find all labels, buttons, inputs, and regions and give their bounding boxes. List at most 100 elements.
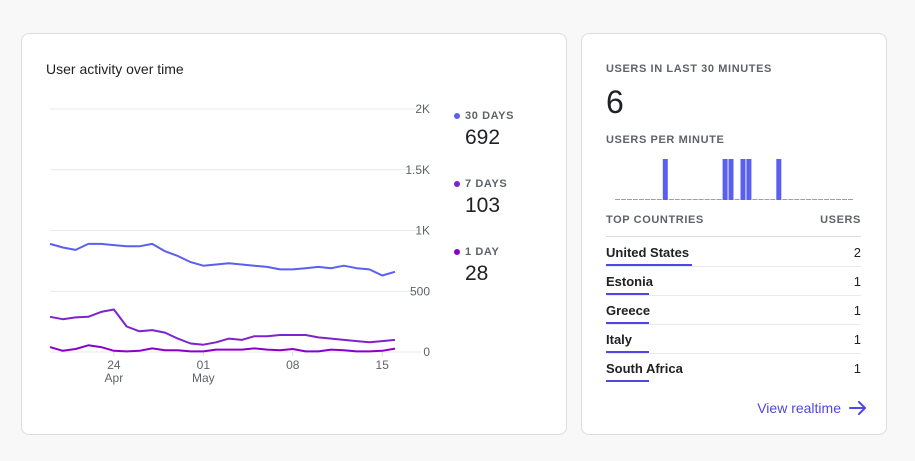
legend-1-day-dot (454, 249, 460, 255)
country-name: Greece (606, 303, 651, 318)
country-row: United States 2 (606, 237, 861, 267)
per-minute-bar-empty (842, 199, 847, 200)
x-tick-month-label: May (192, 371, 215, 385)
per-minute-bar-empty (644, 199, 650, 200)
country-name: Italy (606, 332, 633, 347)
per-minute-bar-empty (615, 199, 620, 200)
legend-7-days-label: 7 DAYS (465, 178, 508, 190)
country-share-bar (606, 322, 649, 324)
view-realtime-label: View realtime (757, 400, 841, 416)
series-line-1-day (49, 344, 396, 353)
per-minute-bar-empty (830, 199, 836, 200)
legend-7-days-dot (454, 181, 460, 187)
per-minute-bar-empty (824, 199, 830, 200)
legend-30-days-dot (454, 113, 460, 119)
row-divider (606, 353, 861, 354)
view-realtime-link[interactable]: View realtime (757, 400, 867, 416)
x-tick-label: 01 (197, 358, 211, 372)
country-name: United States (606, 245, 690, 260)
per-minute-bar (662, 159, 668, 200)
row-divider (606, 266, 861, 267)
per-minute-bar-empty (848, 199, 853, 200)
legend-1-day: 1 DAY 28 (454, 246, 499, 286)
per-minute-bar-empty (668, 199, 674, 200)
country-share-bar (606, 293, 649, 295)
legend-1-day-value: 28 (465, 262, 489, 285)
per-minute-bar-empty (800, 199, 806, 200)
per-minute-bar-empty (806, 199, 812, 200)
per-minute-bar-empty (674, 199, 680, 200)
per-minute-bar-empty (627, 199, 632, 200)
row-divider (606, 324, 861, 325)
y-tick-label: 2K (415, 102, 430, 116)
per-minute-bar-empty (764, 199, 770, 200)
users-column-label: USERS (820, 214, 861, 226)
per-minute-bar-empty (698, 199, 704, 200)
per-minute-bar (776, 159, 782, 200)
country-row: Greece 1 (606, 295, 861, 325)
activity-card-title: User activity over time (46, 61, 184, 77)
per-minute-bar-empty (758, 199, 764, 200)
per-minute-bar-empty (836, 199, 842, 200)
country-row: Italy 1 (606, 324, 861, 354)
per-minute-bar-empty (794, 199, 800, 200)
per-minute-bar-empty (818, 199, 824, 200)
per-minute-bar-empty (638, 199, 644, 200)
country-users: 1 (853, 274, 861, 289)
per-minute-bar (740, 159, 746, 200)
country-row: Estonia 1 (606, 266, 861, 296)
country-users: 2 (853, 245, 861, 260)
legend-30-days-label: 30 DAYS (465, 110, 515, 122)
per-minute-bar-empty (632, 199, 638, 200)
user-activity-card: User activity over time 2K 1.5K 1K 500 0 24 Ap… (21, 33, 567, 435)
row-divider (606, 295, 861, 296)
legend-30-days-value: 692 (465, 126, 501, 149)
per-minute-bar-empty (782, 199, 788, 200)
header-divider (606, 236, 861, 237)
per-minute-bar (722, 159, 728, 200)
x-tick-label: 15 (376, 358, 390, 372)
series-line-7-days (49, 308, 396, 346)
per-minute-bar-empty (621, 199, 626, 200)
per-minute-bar-empty (710, 199, 716, 200)
per-minute-bar (746, 159, 752, 200)
legend-7-days: 7 DAYS 103 (454, 178, 507, 218)
per-minute-bar (728, 159, 734, 200)
legend-7-days-value: 103 (465, 194, 501, 217)
y-tick-label: 0 (423, 345, 430, 359)
per-minute-bar-empty (686, 199, 692, 200)
country-name: South Africa (606, 361, 683, 376)
x-tick-month-label: Apr (105, 371, 124, 385)
country-share-bar (606, 380, 649, 382)
series-line-30-days (49, 242, 396, 277)
country-row: South Africa 1 (606, 353, 861, 382)
legend-1-day-label: 1 DAY (465, 246, 500, 258)
per-minute-bar-empty (716, 199, 722, 200)
users-per-minute-chart (615, 159, 853, 200)
country-users: 1 (853, 303, 861, 318)
per-minute-bar-empty (752, 199, 758, 200)
x-tick-label: 08 (286, 358, 300, 372)
per-minute-bar-empty (680, 199, 686, 200)
country-users: 1 (853, 332, 861, 347)
top-countries-header: TOP COUNTRIES USERS (606, 214, 861, 226)
per-minute-bar-empty (656, 199, 662, 200)
top-countries-label: TOP COUNTRIES (606, 214, 704, 226)
per-minute-bar-empty (788, 199, 794, 200)
y-tick-label: 1K (415, 224, 430, 238)
y-tick-label: 1.5K (405, 163, 430, 177)
country-share-bar (606, 264, 692, 266)
arrow-right-icon (849, 401, 866, 415)
users-last-30-label: USERS IN LAST 30 MINUTES (606, 63, 772, 75)
users-last-30-value: 6 (606, 84, 624, 120)
per-minute-bar-empty (692, 199, 698, 200)
per-minute-bar-empty (812, 199, 818, 200)
per-minute-bar-empty (770, 199, 776, 200)
y-tick-label: 500 (410, 284, 430, 298)
country-name: Estonia (606, 274, 653, 289)
per-minute-bar-empty (704, 199, 710, 200)
per-minute-bar-empty (650, 199, 656, 200)
country-users: 1 (853, 361, 861, 376)
users-per-minute-label: USERS PER MINUTE (606, 134, 725, 146)
